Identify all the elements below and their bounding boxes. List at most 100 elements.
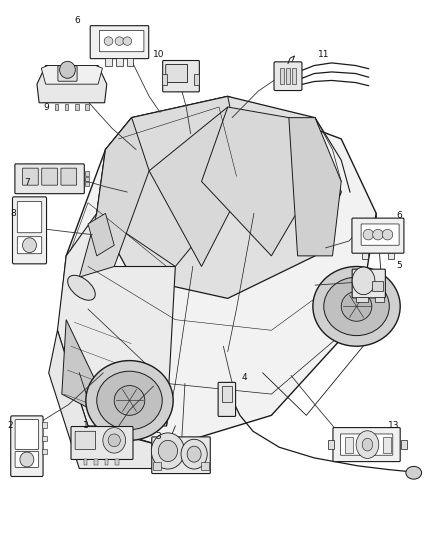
FancyBboxPatch shape [340,434,393,455]
Ellipse shape [373,229,383,240]
Polygon shape [97,96,245,266]
Ellipse shape [123,37,132,45]
FancyBboxPatch shape [22,168,38,185]
Bar [292,68,296,84]
Text: 6: 6 [74,17,80,26]
Polygon shape [97,96,341,298]
FancyBboxPatch shape [17,201,42,233]
Ellipse shape [22,238,36,253]
Bar [42,449,46,454]
Ellipse shape [313,266,400,346]
FancyBboxPatch shape [99,30,144,52]
Polygon shape [88,213,114,256]
Ellipse shape [356,431,379,458]
Ellipse shape [382,229,393,240]
Bar [153,462,161,470]
Text: 6: 6 [396,211,402,220]
FancyBboxPatch shape [352,218,404,253]
Ellipse shape [108,434,120,447]
Polygon shape [201,107,315,256]
Ellipse shape [181,439,207,469]
Bar [388,253,394,259]
FancyBboxPatch shape [71,426,133,459]
Ellipse shape [60,61,75,78]
Bar [401,440,407,449]
Bar [127,58,134,66]
FancyBboxPatch shape [17,237,42,254]
FancyBboxPatch shape [166,64,187,83]
Bar [106,58,112,66]
Polygon shape [149,107,245,266]
Polygon shape [57,213,175,426]
Bar [84,459,87,465]
Text: 10: 10 [153,51,165,59]
Text: 9: 9 [44,102,49,111]
Bar [375,297,385,302]
Polygon shape [289,118,341,256]
Ellipse shape [86,361,173,440]
FancyBboxPatch shape [15,419,39,449]
Bar [201,462,209,470]
Ellipse shape [187,446,201,462]
FancyBboxPatch shape [162,61,199,92]
Ellipse shape [363,229,374,240]
Bar [286,68,290,84]
Ellipse shape [362,438,373,451]
Ellipse shape [115,37,124,45]
Ellipse shape [324,277,389,336]
Bar [75,104,79,110]
Text: 2: 2 [7,422,13,431]
Bar [372,281,383,292]
Bar [162,74,167,85]
Ellipse shape [352,267,375,295]
Bar [117,58,123,66]
Polygon shape [79,118,149,277]
Ellipse shape [67,276,95,300]
Polygon shape [37,66,107,103]
FancyBboxPatch shape [218,382,236,416]
FancyBboxPatch shape [15,164,84,193]
FancyBboxPatch shape [274,62,302,91]
Text: 5: 5 [396,261,402,270]
FancyBboxPatch shape [15,451,39,467]
Bar [328,440,334,449]
Bar [42,422,46,427]
Bar [356,297,368,302]
Bar [65,104,68,110]
Bar [94,459,98,465]
Bar [42,435,46,441]
Bar [85,171,89,175]
Bar [362,253,368,259]
Bar [222,386,232,402]
Ellipse shape [114,385,145,415]
Ellipse shape [158,440,177,462]
FancyBboxPatch shape [352,269,385,298]
Text: 7: 7 [24,178,30,187]
FancyBboxPatch shape [361,224,399,245]
Text: 3: 3 [155,432,161,441]
Text: 11: 11 [318,51,329,59]
Bar [105,459,108,465]
Ellipse shape [20,452,34,467]
Text: 8: 8 [10,209,16,218]
Ellipse shape [103,427,126,453]
FancyBboxPatch shape [11,416,43,477]
Bar [280,68,284,84]
FancyBboxPatch shape [333,427,400,462]
FancyBboxPatch shape [61,168,77,185]
Ellipse shape [104,37,113,45]
Bar [194,74,199,85]
FancyBboxPatch shape [42,168,57,185]
Text: 1: 1 [83,422,89,431]
FancyBboxPatch shape [12,197,46,264]
Polygon shape [49,330,166,469]
Ellipse shape [341,292,372,321]
Bar [85,182,89,186]
Ellipse shape [97,371,162,430]
Polygon shape [62,320,132,426]
Bar [55,104,58,110]
Polygon shape [57,96,376,447]
FancyBboxPatch shape [152,437,210,473]
FancyBboxPatch shape [58,66,77,81]
Text: 4: 4 [241,373,247,382]
